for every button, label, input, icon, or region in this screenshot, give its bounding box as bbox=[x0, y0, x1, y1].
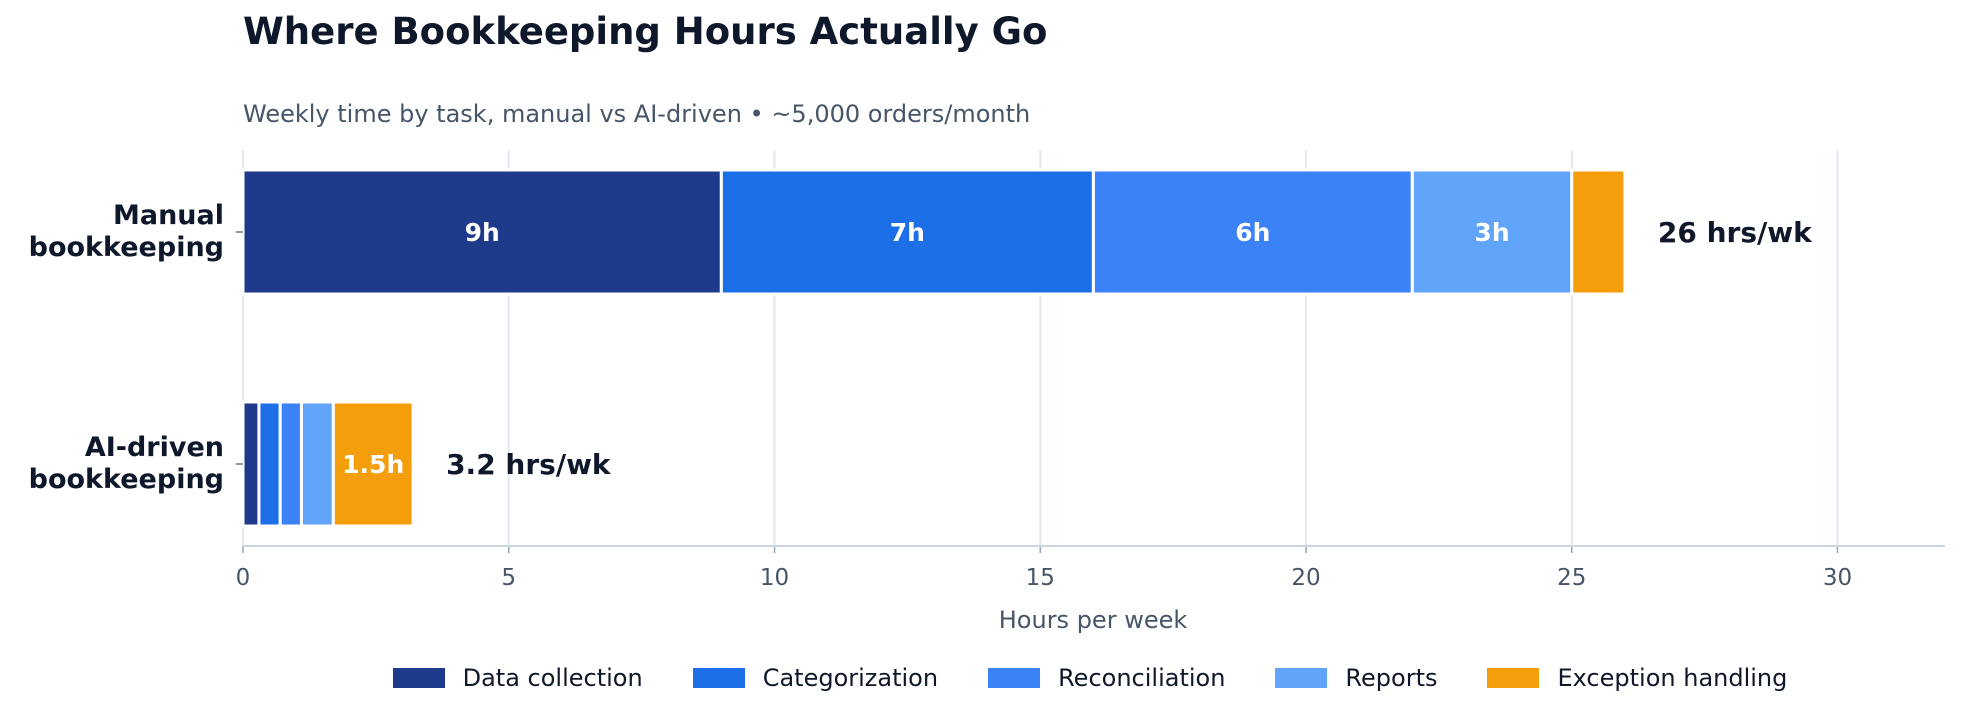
bar-segment bbox=[1410, 168, 1574, 296]
chart-subtitle: Weekly time by task, manual vs AI-driven… bbox=[243, 100, 1031, 128]
x-tick-label: 30 bbox=[1823, 565, 1852, 591]
legend-item: Reports bbox=[1275, 664, 1437, 692]
y-tick-label: AI-driven bookkeeping bbox=[29, 432, 224, 495]
legend-swatch bbox=[988, 668, 1041, 688]
bars: 9h 7h 6h 3h 26 hrs/wk 1.5h 3.2 hrs/wk bbox=[241, 168, 1813, 528]
legend-item: Categorization bbox=[692, 664, 939, 692]
chart-title: Where Bookkeeping Hours Actually Go bbox=[243, 10, 1048, 53]
legend-item: Reconciliation bbox=[988, 664, 1225, 692]
y-tick-label-line: AI-driven bbox=[85, 432, 224, 463]
x-tick-label: 5 bbox=[501, 565, 516, 591]
segment-label: 9h bbox=[465, 218, 500, 247]
total-label: 3.2 hrs/wk bbox=[446, 448, 612, 481]
legend-label: Categorization bbox=[762, 664, 939, 692]
x-tick-label: 10 bbox=[760, 565, 789, 591]
legend-swatch bbox=[1487, 668, 1540, 688]
legend-label: Exception handling bbox=[1557, 664, 1788, 692]
bar-segment bbox=[1091, 168, 1414, 296]
bar-segment bbox=[278, 400, 303, 528]
legend-label: Reports bbox=[1345, 664, 1438, 692]
y-tick-label: Manual bookkeeping bbox=[29, 200, 224, 263]
legend-item: Exception handling bbox=[1487, 664, 1787, 692]
legend-label: Reconciliation bbox=[1058, 664, 1226, 692]
bar-segment bbox=[299, 400, 335, 528]
x-axis-label: Hours per week bbox=[999, 606, 1188, 634]
bar-segment bbox=[257, 400, 282, 528]
x-tick-label: 0 bbox=[236, 565, 251, 591]
legend-swatch bbox=[392, 668, 445, 688]
y-tick-label-line: bookkeeping bbox=[29, 464, 224, 495]
legend-swatch bbox=[1275, 668, 1328, 688]
bar-segment bbox=[241, 400, 261, 528]
segment-label: 3h bbox=[1474, 218, 1509, 247]
x-tick-label: 20 bbox=[1291, 565, 1320, 591]
bar-segment bbox=[719, 168, 1095, 296]
x-tick-label: 15 bbox=[1026, 565, 1055, 591]
y-tick-label-line: Manual bbox=[113, 200, 224, 231]
segment-label: 1.5h bbox=[342, 450, 404, 479]
segment-label: 7h bbox=[890, 218, 925, 247]
legend: Data collection Categorization Reconciliat… bbox=[0, 664, 1961, 692]
x-tick-label: 25 bbox=[1557, 565, 1586, 591]
segment-label: 6h bbox=[1235, 218, 1270, 247]
bar-segment bbox=[241, 168, 723, 296]
legend-label: Data collection bbox=[462, 664, 643, 692]
y-tick-label-line: bookkeeping bbox=[29, 232, 224, 263]
bar-segment bbox=[331, 400, 415, 528]
legend-item: Data collection bbox=[392, 664, 643, 692]
legend-swatch bbox=[692, 668, 745, 688]
total-label: 26 hrs/wk bbox=[1658, 216, 1813, 249]
bar-segment bbox=[1570, 168, 1627, 296]
